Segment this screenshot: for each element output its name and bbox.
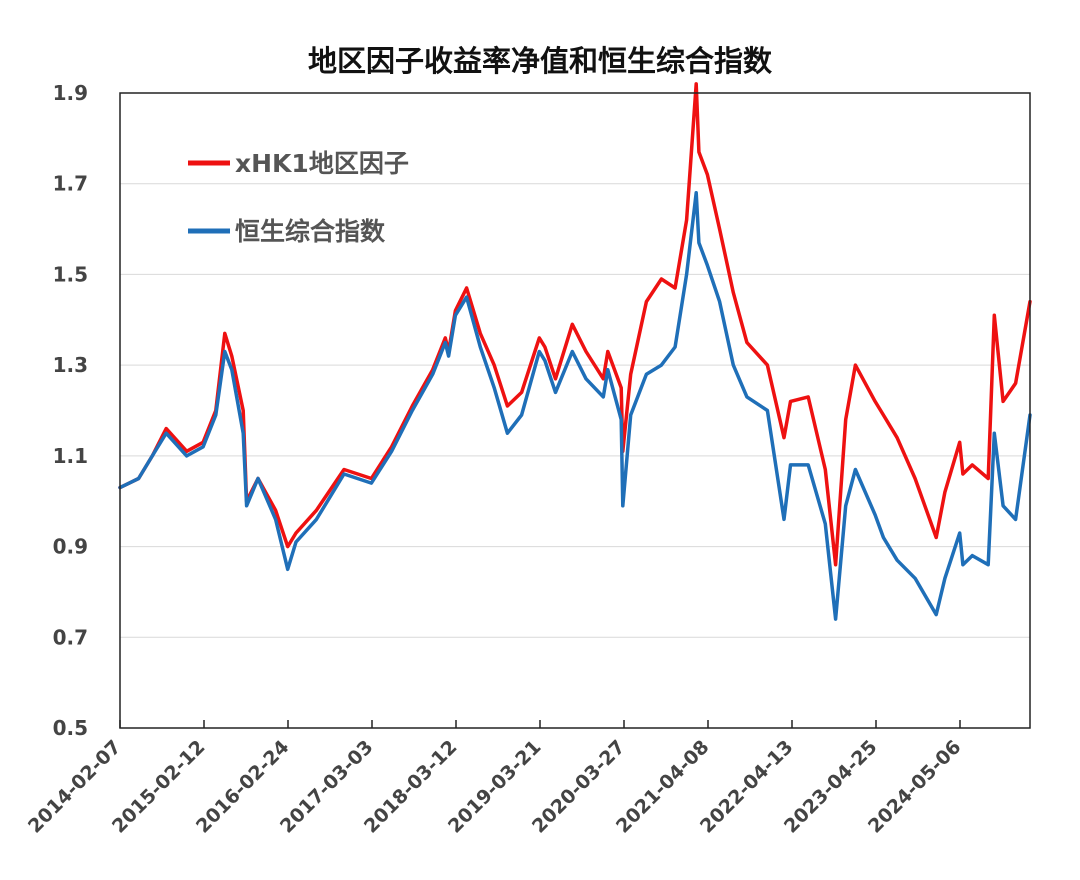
plot-frame	[119, 92, 1031, 729]
series-line-1	[118, 82, 1032, 567]
series-lines	[118, 82, 1032, 621]
axes: 0.50.70.91.11.31.51.71.92014-02-072015-0…	[24, 81, 1031, 837]
y-tick-label: 1.9	[53, 81, 88, 105]
legend-label: 恒生综合指数	[235, 217, 386, 246]
y-tick-label: 1.3	[53, 353, 88, 377]
chart-title: 地区因子收益率净值和恒生综合指数	[307, 44, 772, 78]
y-tick-label: 0.7	[53, 625, 88, 649]
y-tick-label: 1.5	[53, 262, 88, 286]
y-tick-label: 0.9	[53, 535, 88, 559]
legend-label: xHK1地区因子	[235, 149, 409, 178]
y-tick-label: 1.1	[53, 444, 88, 468]
y-tick-label: 0.5	[53, 716, 88, 740]
y-tick-label: 1.7	[53, 172, 88, 196]
series-line-2	[118, 191, 1032, 621]
